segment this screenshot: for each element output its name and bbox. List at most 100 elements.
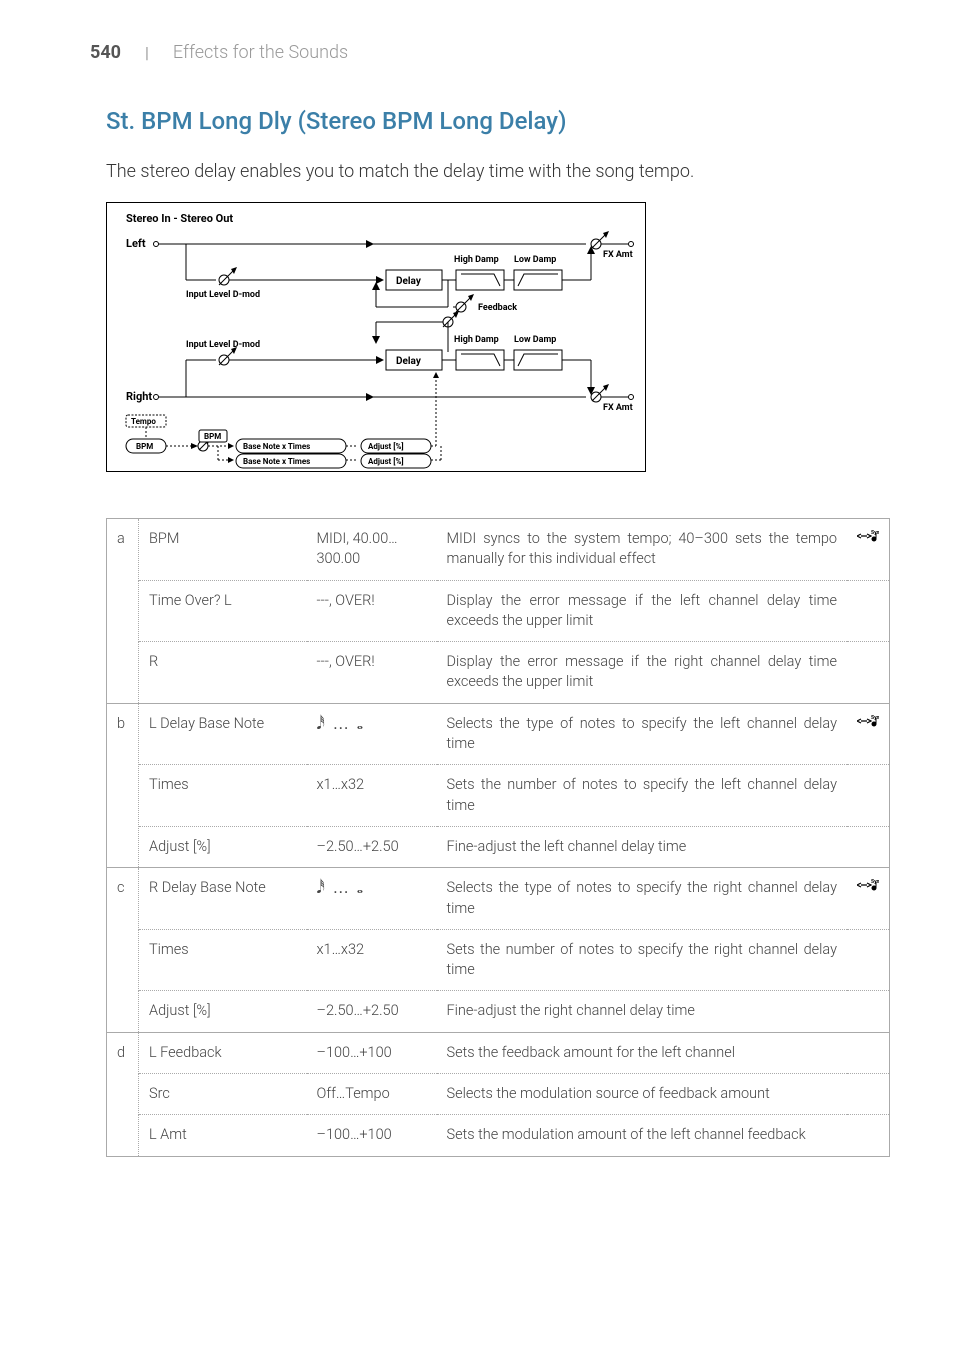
table-row: Timesx1…x32Sets the number of notes to s… xyxy=(107,929,890,991)
svg-text:High Damp: High Damp xyxy=(454,335,499,345)
section-title: Effects for the Sounds xyxy=(173,40,348,65)
sync-icon-cell xyxy=(847,1074,890,1115)
param-desc: Sets the number of notes to specify the … xyxy=(437,929,848,991)
param-desc: Display the error message if the left ch… xyxy=(437,580,848,642)
svg-text:High Damp: High Damp xyxy=(454,255,499,265)
group-cell: b xyxy=(107,703,139,867)
param-range: –100…+100 xyxy=(307,1032,437,1073)
param-desc: Selects the modulation source of feedbac… xyxy=(437,1074,848,1115)
diagram-svg: Stereo In - Stereo Out Left FX Amt Input… xyxy=(106,202,646,472)
svg-text:Sync: Sync xyxy=(871,530,879,536)
table-row: Adjust [%]–2.50…+2.50Fine-adjust the rig… xyxy=(107,991,890,1032)
group-cell: a xyxy=(107,518,139,703)
param-desc: Fine-adjust the left channel delay time xyxy=(437,826,848,867)
param-desc: Sets the number of notes to specify the … xyxy=(437,765,848,827)
svg-text:FX Amt: FX Amt xyxy=(603,403,633,413)
svg-text:Low Damp: Low Damp xyxy=(514,335,556,345)
param-desc: MIDI syncs to the system tempo; 40–300 s… xyxy=(437,518,848,580)
sync-icon-cell xyxy=(847,580,890,642)
svg-text:Adjust [%]: Adjust [%] xyxy=(368,457,404,466)
param-range: –2.50…+2.50 xyxy=(307,991,437,1032)
svg-text:Feedback: Feedback xyxy=(478,303,517,313)
table-row: cR Delay Base Note𝅘𝅥𝅰 … 𝅝Selects the typ… xyxy=(107,868,890,930)
param-name: Times xyxy=(139,765,307,827)
param-desc: Selects the type of notes to specify the… xyxy=(437,703,848,765)
sync-icon-cell xyxy=(847,929,890,991)
table-row: SrcOff…TempoSelects the modulation sourc… xyxy=(107,1074,890,1115)
param-name: BPM xyxy=(139,518,307,580)
note-range-icon: 𝅘𝅥𝅰 … 𝅝 xyxy=(317,880,366,897)
svg-text:Sync: Sync xyxy=(871,879,879,885)
param-range: x1…x32 xyxy=(307,765,437,827)
param-range: 𝅘𝅥𝅰 … 𝅝 xyxy=(307,703,437,765)
table-row: dL Feedback–100…+100Sets the feedback am… xyxy=(107,1032,890,1073)
dmod-sync-icon: Sync xyxy=(857,529,879,548)
parameter-table: aBPMMIDI, 40.00… 300.00MIDI syncs to the… xyxy=(106,518,890,1157)
param-desc: Display the error message if the right c… xyxy=(437,642,848,704)
param-range: ---, OVER! xyxy=(307,580,437,642)
table-row: R---, OVER!Display the error message if … xyxy=(107,642,890,704)
dmod-sync-icon: Sync xyxy=(857,878,879,897)
table-row: Adjust [%]–2.50…+2.50Fine-adjust the lef… xyxy=(107,826,890,867)
param-name: L Feedback xyxy=(139,1032,307,1073)
param-range: 𝅘𝅥𝅰 … 𝅝 xyxy=(307,868,437,930)
sync-icon-cell xyxy=(847,642,890,704)
svg-text:Input Level D-mod: Input Level D-mod xyxy=(186,290,260,300)
svg-text:Base Note x Times: Base Note x Times xyxy=(243,457,310,466)
table-row: bL Delay Base Note𝅘𝅥𝅰 … 𝅝Selects the typ… xyxy=(107,703,890,765)
svg-text:Tempo: Tempo xyxy=(131,417,156,426)
svg-text:FX Amt: FX Amt xyxy=(603,250,633,260)
svg-text:Delay: Delay xyxy=(396,276,422,287)
table-row: L Amt–100…+100Sets the modulation amount… xyxy=(107,1115,890,1156)
svg-text:Sync: Sync xyxy=(871,715,879,721)
header-separator: | xyxy=(145,42,149,64)
param-name: Adjust [%] xyxy=(139,826,307,867)
sync-icon-cell: Sync xyxy=(847,868,890,930)
svg-text:Base Note x Times: Base Note x Times xyxy=(243,442,310,451)
sync-icon-cell xyxy=(847,765,890,827)
param-range: ---, OVER! xyxy=(307,642,437,704)
param-name: Times xyxy=(139,929,307,991)
param-desc: Selects the type of notes to specify the… xyxy=(437,868,848,930)
svg-text:Left: Left xyxy=(126,237,146,250)
param-range: x1…x32 xyxy=(307,929,437,991)
svg-text:Low Damp: Low Damp xyxy=(514,255,556,265)
param-range: Off…Tempo xyxy=(307,1074,437,1115)
table-row: aBPMMIDI, 40.00… 300.00MIDI syncs to the… xyxy=(107,518,890,580)
group-cell: d xyxy=(107,1032,139,1156)
svg-text:Right: Right xyxy=(126,390,152,403)
param-range: MIDI, 40.00… 300.00 xyxy=(307,518,437,580)
sync-icon-cell: Sync xyxy=(847,518,890,580)
param-name: Time Over? L xyxy=(139,580,307,642)
page-header: 540 | Effects for the Sounds xyxy=(90,40,874,65)
page-number: 540 xyxy=(90,40,121,65)
table-row: Time Over? L---, OVER!Display the error … xyxy=(107,580,890,642)
param-name: R xyxy=(139,642,307,704)
sync-icon-cell xyxy=(847,1032,890,1073)
sync-icon-cell xyxy=(847,991,890,1032)
param-range: –2.50…+2.50 xyxy=(307,826,437,867)
svg-text:BPM: BPM xyxy=(204,432,221,441)
note-range-icon: 𝅘𝅥𝅰 … 𝅝 xyxy=(317,716,366,733)
param-name: Adjust [%] xyxy=(139,991,307,1032)
page-title: St. BPM Long Dly (Stereo BPM Long Delay) xyxy=(106,105,874,139)
svg-text:Adjust [%]: Adjust [%] xyxy=(368,442,404,451)
svg-text:Delay: Delay xyxy=(396,356,422,367)
param-name: R Delay Base Note xyxy=(139,868,307,930)
sync-icon-cell xyxy=(847,826,890,867)
param-name: L Delay Base Note xyxy=(139,703,307,765)
param-desc: Sets the feedback amount for the left ch… xyxy=(437,1032,848,1073)
table-row: Timesx1…x32Sets the number of notes to s… xyxy=(107,765,890,827)
param-name: Src xyxy=(139,1074,307,1115)
param-desc: Sets the modulation amount of the left c… xyxy=(437,1115,848,1156)
group-cell: c xyxy=(107,868,139,1032)
description: The stereo delay enables you to match th… xyxy=(106,159,874,184)
svg-text:Stereo In - Stereo Out: Stereo In - Stereo Out xyxy=(126,212,233,225)
svg-text:Input Level D-mod: Input Level D-mod xyxy=(186,340,260,350)
svg-text:BPM: BPM xyxy=(136,442,153,451)
sync-icon-cell xyxy=(847,1115,890,1156)
param-range: –100…+100 xyxy=(307,1115,437,1156)
param-desc: Fine-adjust the right channel delay time xyxy=(437,991,848,1032)
dmod-sync-icon: Sync xyxy=(857,714,879,733)
signal-flow-diagram: Stereo In - Stereo Out Left FX Amt Input… xyxy=(106,202,874,478)
